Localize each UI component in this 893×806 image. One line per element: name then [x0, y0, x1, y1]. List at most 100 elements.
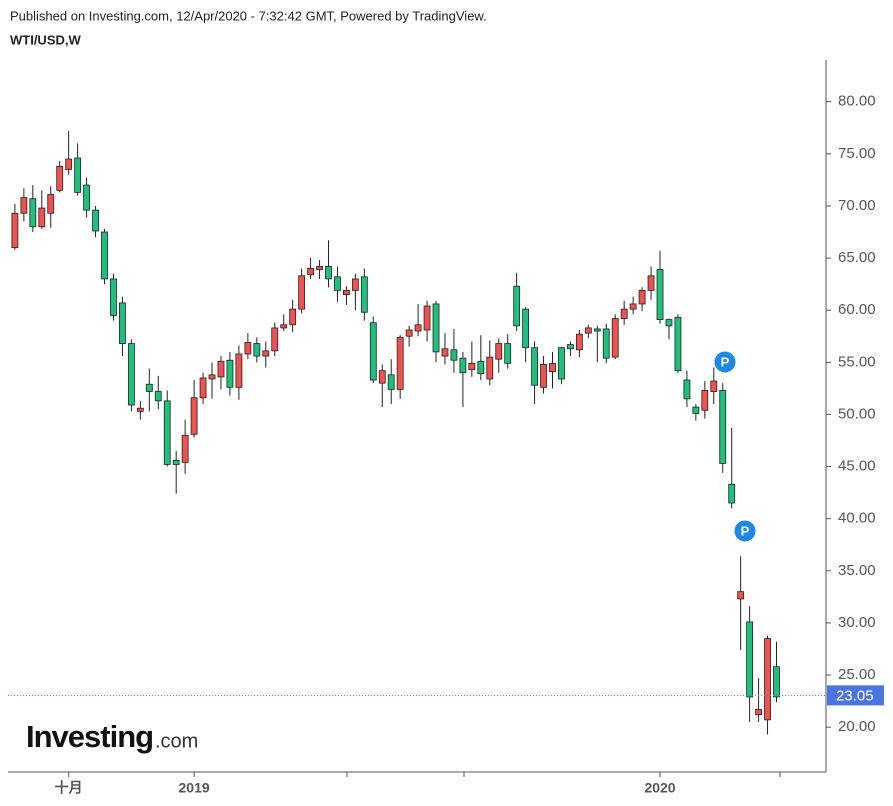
- candle-body: [737, 591, 745, 600]
- logo-name: Investing: [26, 719, 153, 754]
- y-tick-label: 70.00: [838, 197, 876, 214]
- candle-body: [432, 303, 440, 353]
- candle-body: [773, 666, 780, 698]
- candle-body: [154, 391, 162, 402]
- candle-body: [746, 621, 754, 698]
- candle-body: [253, 343, 261, 357]
- candle-body: [665, 319, 673, 327]
- candle-body: [47, 194, 55, 214]
- candle-body: [701, 390, 709, 411]
- logo-suffix: .com: [155, 730, 198, 752]
- event-marker: [733, 519, 757, 543]
- y-tick-label: 25.00: [838, 666, 876, 683]
- candle-body: [549, 362, 556, 373]
- candle-body: [423, 305, 431, 331]
- last-price-box: [827, 685, 884, 706]
- candle-body: [764, 638, 771, 721]
- candle-body: [235, 353, 243, 388]
- candle-body: [360, 276, 368, 313]
- candle-body: [172, 459, 180, 465]
- candle-body: [441, 348, 449, 357]
- candle-body: [65, 158, 73, 170]
- candle-body: [351, 278, 359, 291]
- y-tick-label: 55.00: [838, 353, 876, 370]
- y-tick-label: 40.00: [838, 510, 876, 527]
- candle-body: [190, 397, 198, 435]
- candle-body: [468, 362, 476, 371]
- published-note: Published on Investing.com, 12/Apr/2020 …: [10, 8, 487, 23]
- candle-body: [83, 184, 90, 211]
- candle-body: [271, 327, 279, 352]
- candle-body: [307, 268, 314, 276]
- candle-body: [495, 343, 503, 360]
- candle-body: [127, 343, 135, 406]
- event-marker: [713, 350, 737, 374]
- y-tick-label: 20.00: [838, 718, 876, 735]
- candle-body: [647, 275, 655, 291]
- candle-body: [728, 483, 736, 504]
- candle-body: [477, 360, 485, 375]
- candle-body: [119, 302, 126, 344]
- candle-body: [593, 328, 601, 332]
- candle-body: [638, 289, 646, 305]
- candle-body: [405, 329, 413, 337]
- candle-body: [325, 266, 332, 280]
- candle-body: [710, 380, 718, 392]
- candle-body: [459, 357, 467, 374]
- candle-body: [38, 207, 46, 228]
- y-tick-label: 30.00: [838, 614, 876, 631]
- candle-body: [298, 275, 306, 310]
- event-marker-label: P: [721, 354, 730, 369]
- x-tick-label: 十月: [55, 780, 83, 796]
- candle-body: [262, 350, 270, 357]
- candle-body: [20, 197, 28, 214]
- candle-body: [629, 303, 637, 310]
- candle-body: [755, 709, 762, 716]
- y-tick-label: 65.00: [838, 249, 876, 266]
- y-tick-label: 80.00: [838, 93, 876, 110]
- y-tick-label: 60.00: [838, 301, 876, 318]
- candle-body: [343, 289, 350, 295]
- candle-body: [522, 308, 530, 349]
- candle-body: [316, 266, 323, 270]
- candle-body: [504, 343, 512, 364]
- candle-body: [208, 374, 216, 380]
- candle-body: [602, 328, 610, 359]
- candle-body: [163, 400, 171, 465]
- candle-body: [531, 347, 538, 386]
- candle-body: [620, 308, 628, 319]
- candle-body: [29, 198, 37, 228]
- candle-body: [692, 406, 700, 414]
- candle-body: [244, 342, 252, 355]
- x-tick-label: 2019: [179, 780, 210, 796]
- candle-body: [289, 308, 297, 326]
- candle-body: [396, 336, 404, 390]
- candle-body: [369, 322, 377, 381]
- candle-body: [683, 379, 691, 400]
- candle-body: [450, 349, 458, 361]
- candle-body: [110, 278, 117, 316]
- candle-body: [674, 317, 682, 372]
- candle-body: [611, 318, 619, 358]
- candle-body: [513, 285, 521, 327]
- candle-body: [486, 356, 494, 380]
- candle-body: [558, 347, 565, 380]
- candle-body: [136, 407, 144, 412]
- x-tick-label: 2020: [644, 780, 675, 796]
- candle-body: [11, 212, 19, 249]
- symbol: WTI/USD,W: [10, 32, 81, 47]
- candle-body: [575, 333, 583, 351]
- candle-body: [387, 374, 395, 390]
- candle-body: [567, 344, 574, 350]
- candle-body: [334, 276, 341, 291]
- candle-body: [656, 269, 664, 320]
- candle-body: [378, 370, 386, 384]
- candle-body: [217, 360, 225, 378]
- y-tick-label: 35.00: [838, 562, 876, 579]
- candle-body: [199, 377, 207, 399]
- y-tick-label: 45.00: [838, 458, 876, 475]
- candle-body: [414, 324, 422, 332]
- candle-body: [101, 231, 108, 280]
